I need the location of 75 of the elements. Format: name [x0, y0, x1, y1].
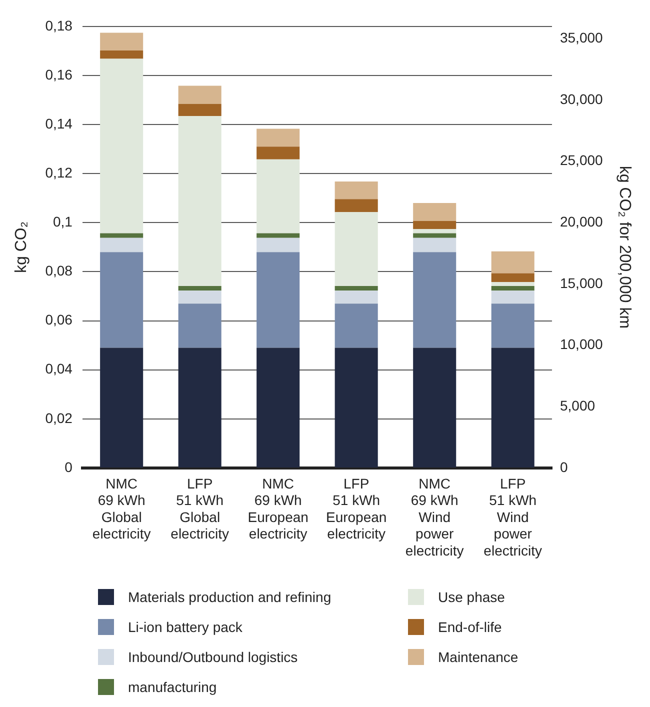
bar — [334, 212, 378, 286]
x-tick-label: LFP 51 kWh Global electricity — [170, 475, 230, 542]
y-tick-label: 0,08 — [45, 262, 73, 279]
bar — [256, 159, 300, 234]
legend-label: Li-ion battery pack — [128, 619, 242, 635]
y2-tick-label: 20,000 — [560, 214, 604, 230]
legend-label: Use phase — [438, 589, 505, 605]
bar — [100, 50, 144, 59]
bar — [178, 290, 222, 304]
y-tick-label: 0,06 — [45, 312, 73, 328]
y-axis-title: kg CO₂ — [13, 221, 30, 273]
bar — [491, 282, 534, 286]
bar — [256, 238, 300, 252]
bar — [256, 252, 300, 348]
bar — [413, 203, 456, 221]
bar — [256, 348, 300, 468]
bar — [334, 348, 378, 468]
bar — [334, 199, 378, 212]
y-tick-label: 0,1 — [52, 214, 73, 230]
bar — [178, 86, 222, 104]
legend-label: Inbound/Outbound logistics — [128, 649, 298, 665]
bar — [334, 290, 378, 304]
legend-label: Maintenance — [438, 649, 518, 665]
bar — [491, 273, 534, 282]
bar — [334, 304, 378, 348]
y2-tick-label: 0 — [560, 458, 568, 475]
x-tick-label: LFP 51 kWh European electricity — [326, 475, 387, 542]
bar — [100, 233, 144, 238]
bar — [256, 128, 300, 147]
bar — [178, 286, 222, 291]
y2-tick-label: 25,000 — [560, 152, 604, 168]
x-tick-label: NMC 69 kWh Wind power electricity — [405, 475, 464, 558]
bar — [491, 290, 534, 304]
y2-tick-label: 5,000 — [560, 398, 596, 414]
legend-label: End-of-life — [438, 619, 502, 635]
y-tick-label: 0,12 — [45, 164, 73, 180]
bar — [178, 348, 222, 468]
bar — [100, 238, 144, 252]
bar — [100, 348, 144, 468]
bar — [256, 146, 300, 160]
bar — [178, 104, 222, 116]
bar — [413, 229, 456, 234]
bar — [256, 233, 300, 238]
bar — [413, 220, 456, 230]
bar — [178, 116, 222, 286]
bar — [491, 304, 534, 348]
bar — [413, 348, 456, 468]
bar — [334, 181, 378, 200]
legend-label: manufacturing — [128, 679, 217, 695]
y2-tick-label: 15,000 — [560, 274, 604, 291]
y-tick-label: 0,16 — [45, 66, 73, 82]
bar — [491, 251, 534, 274]
y2-tick-label: 35,000 — [560, 30, 604, 46]
y-tick-label: 0,02 — [45, 410, 73, 426]
bar — [334, 286, 378, 291]
bar — [491, 348, 534, 468]
x-tick-label: NMC 69 kWh European electricity — [248, 475, 308, 542]
x-tick-label: NMC 69 kWh Global electricity — [92, 475, 151, 542]
bar — [178, 304, 222, 348]
y2-tick-label: 10,000 — [560, 336, 604, 352]
bar — [100, 32, 144, 50]
y-tick-label: 0,18 — [45, 17, 73, 34]
bar — [413, 233, 456, 238]
y2-tick-label: 30,000 — [560, 90, 604, 107]
y-tick-label: 0 — [64, 458, 73, 475]
y-tick-label: 0,04 — [45, 360, 73, 377]
bar — [100, 252, 144, 348]
bar — [413, 238, 456, 252]
bar — [413, 252, 456, 348]
bar — [491, 286, 534, 291]
legend-label: Materials production and refining — [128, 589, 332, 605]
y-tick-label: 0,14 — [45, 115, 73, 132]
y2-axis-title: kg CO₂ for 200,000 km — [616, 166, 633, 329]
bar — [100, 58, 144, 234]
x-tick-label: LFP 51 kWh Wind power electricity — [484, 475, 542, 558]
